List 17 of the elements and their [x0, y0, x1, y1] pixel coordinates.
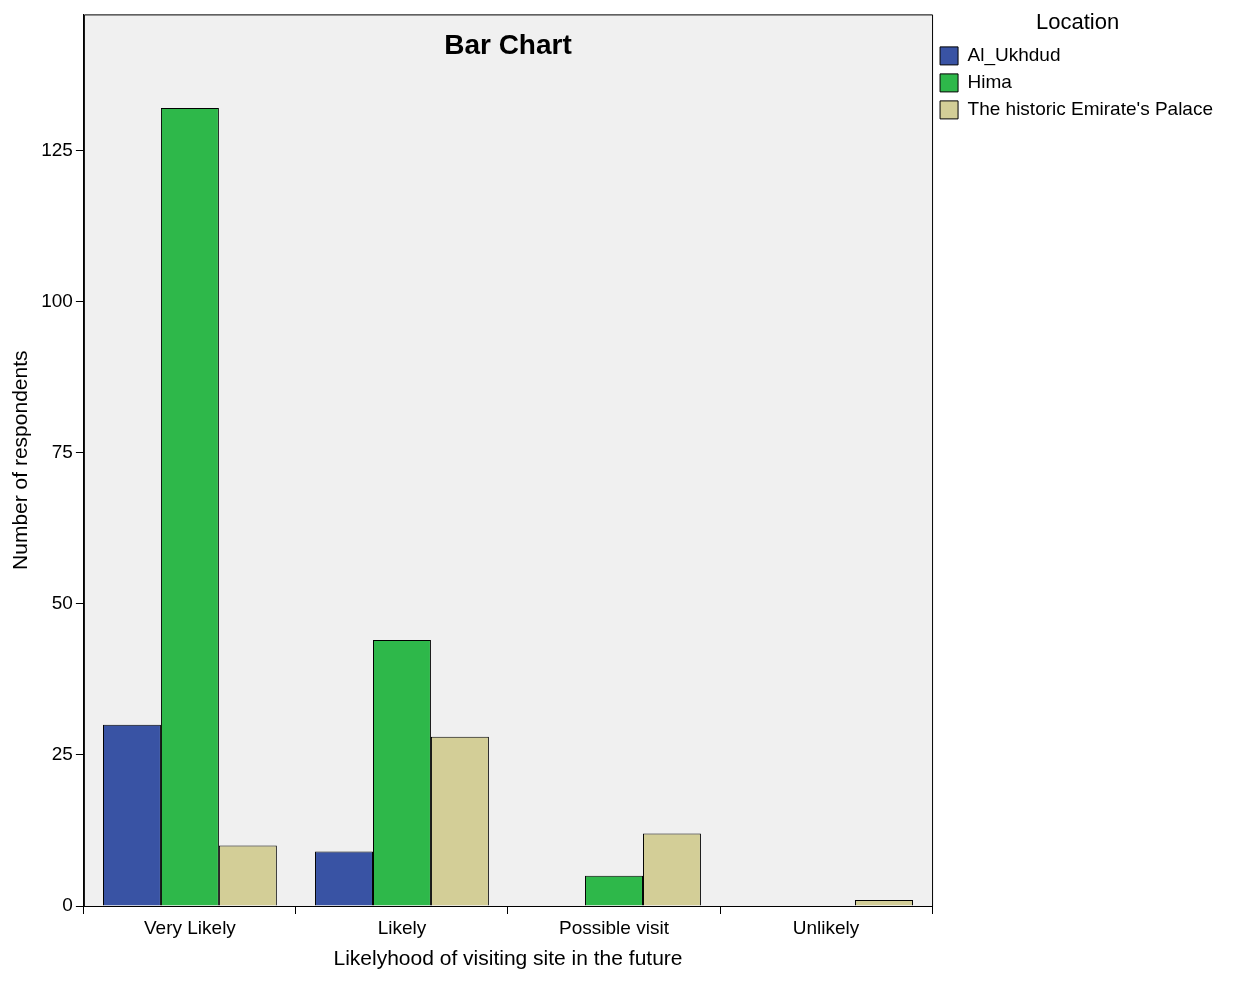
y-axis-title: Number of respondents	[8, 350, 32, 570]
legend-label: Al_Ukhdud	[967, 44, 1061, 67]
legend-label: The historic Emirate's Palace	[967, 98, 1214, 120]
x-tick-label: Possible visit	[559, 916, 670, 938]
y-tick-label: 75	[51, 440, 73, 462]
y-tick-label: 50	[51, 592, 73, 613]
text: Bar Chart	[444, 29, 572, 61]
y-tick-label: 25	[51, 743, 73, 765]
y-tick-label: 125	[41, 138, 73, 160]
x-axis-title: Likelyhood of visiting site in the future	[333, 946, 683, 970]
legend-title: Location	[1035, 9, 1120, 35]
x-tick-label: Unlikely	[792, 916, 860, 938]
x-tick-label: Likely	[377, 916, 427, 938]
legend-label: Hima	[967, 71, 1013, 93]
y-tick-label: 0	[62, 894, 73, 916]
x-tick-label: Very Likely	[143, 916, 237, 938]
y-tick-label: 100	[41, 289, 73, 311]
